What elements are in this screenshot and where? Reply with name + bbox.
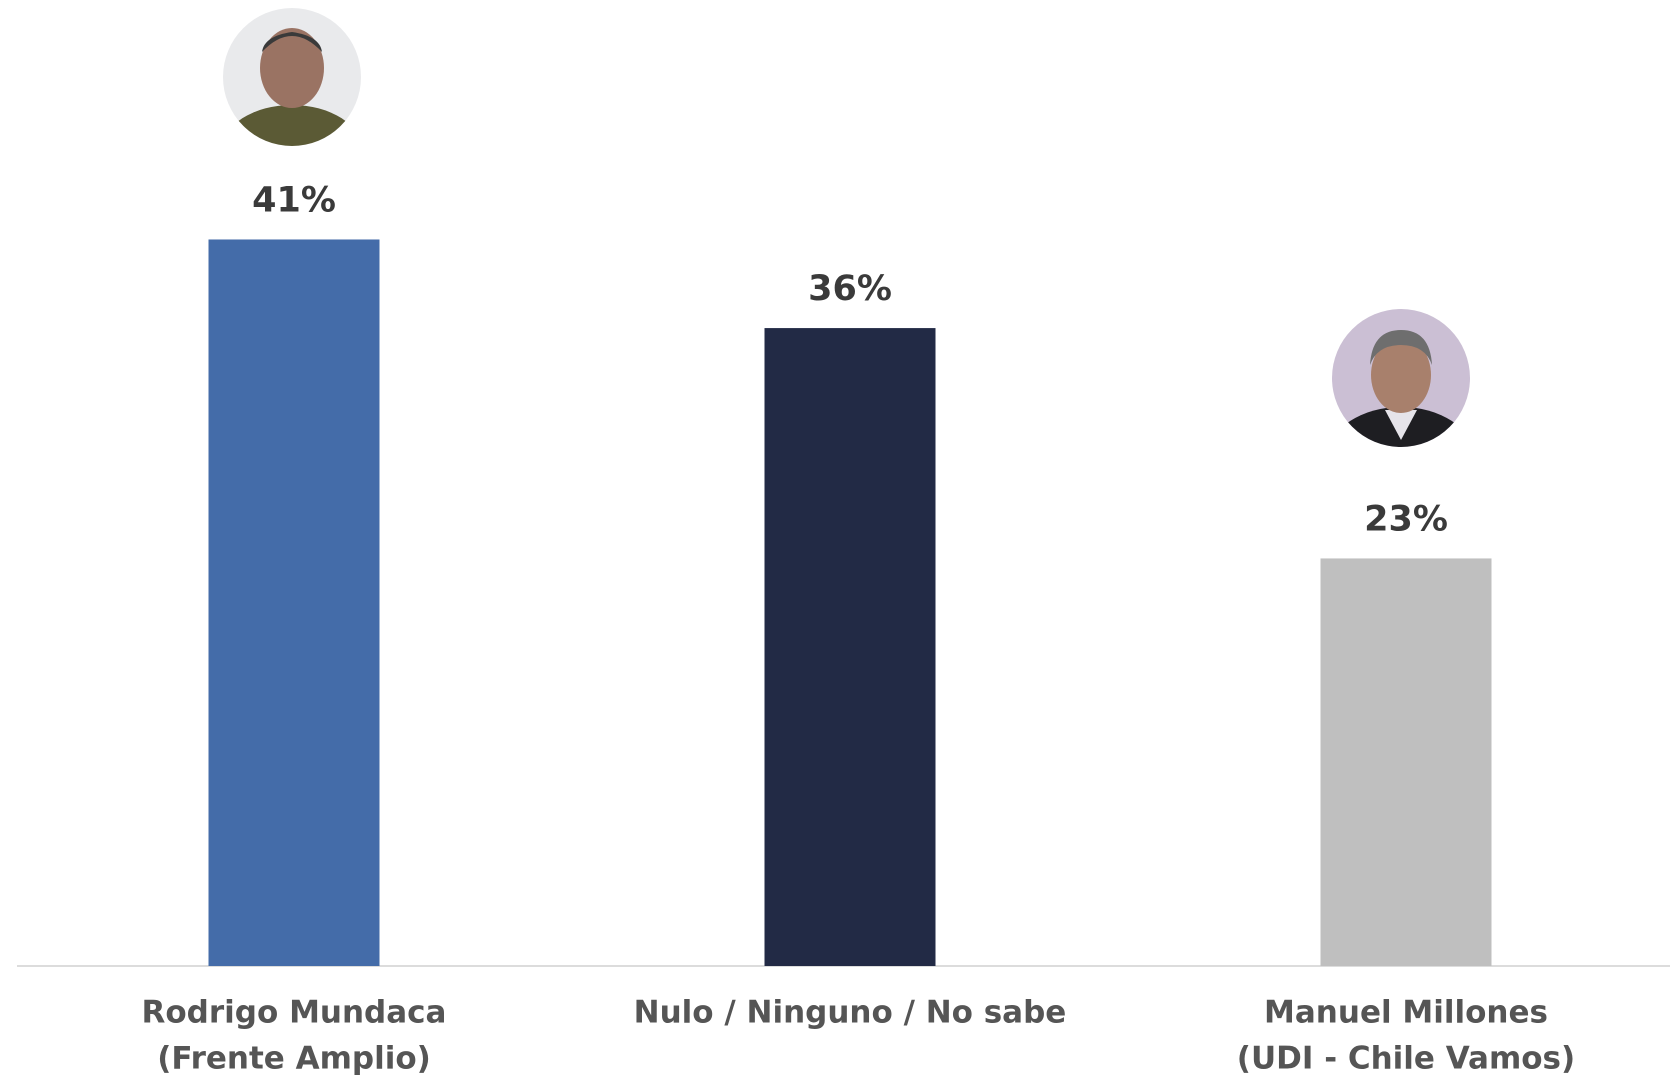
candidate-photo [1332,309,1470,447]
x-tick-label: Manuel Millones [1264,995,1548,1031]
bar [764,328,936,967]
candidate-photo [223,8,361,146]
bar [208,239,380,967]
bar [1320,558,1492,966]
value-label: 23% [1364,499,1448,539]
x-tick-label: Nulo / Ninguno / No sabe [634,995,1067,1031]
x-tick-label: (UDI - Chile Vamos) [1237,1041,1575,1077]
value-label: 36% [808,269,892,309]
x-tick-label: (Frente Amplio) [157,1041,431,1077]
x-tick-label: Rodrigo Mundaca [142,995,447,1031]
value-label: 41% [252,180,336,220]
